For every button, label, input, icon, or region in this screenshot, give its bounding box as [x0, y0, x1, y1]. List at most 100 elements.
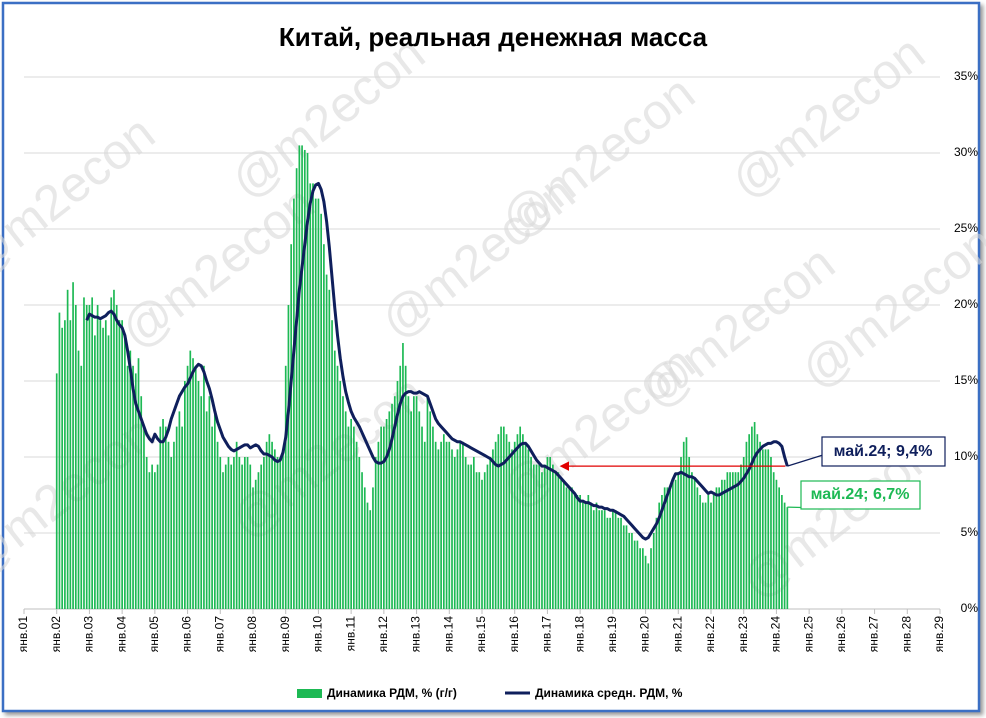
bar: [423, 441, 426, 609]
bar: [298, 145, 301, 609]
bar: [74, 305, 77, 609]
bar: [429, 411, 432, 609]
bar: [252, 487, 254, 609]
bar: [355, 441, 358, 609]
bar: [372, 487, 374, 609]
callout-label: май.24; 9,4%: [834, 443, 933, 460]
bar: [756, 434, 759, 609]
bar: [353, 426, 355, 609]
bar: [775, 479, 778, 609]
bar: [342, 396, 344, 609]
bar: [284, 365, 287, 609]
bar: [478, 472, 481, 609]
bar: [710, 502, 712, 609]
bar: [363, 487, 366, 609]
bar: [552, 464, 554, 609]
bar: [606, 517, 609, 609]
bar: [781, 495, 783, 609]
bar: [159, 426, 162, 609]
bar: [530, 457, 532, 609]
callout-line: [787, 454, 824, 467]
bar: [104, 320, 107, 609]
bar: [241, 464, 243, 609]
bar: [301, 145, 303, 609]
bar: [132, 365, 134, 609]
bar: [200, 396, 203, 609]
bar: [655, 517, 658, 609]
bar: [178, 411, 181, 609]
bar: [729, 472, 731, 609]
bar: [254, 479, 257, 609]
bar: [513, 441, 516, 609]
bar: [282, 449, 284, 609]
bar: [601, 510, 603, 609]
bar: [306, 153, 309, 609]
y-tick-label: 20%: [954, 297, 978, 311]
bar: [470, 464, 472, 609]
bar: [328, 289, 331, 609]
bar: [415, 396, 418, 609]
bar: [723, 479, 726, 609]
bar: [432, 426, 434, 609]
bar: [219, 457, 222, 609]
bar: [745, 441, 748, 609]
bar: [162, 419, 164, 609]
bar: [440, 441, 442, 609]
bar: [124, 335, 126, 609]
bar: [628, 533, 631, 609]
bar: [110, 297, 113, 609]
x-tick-label: янв.01: [16, 616, 30, 653]
x-tick-label: янв.03: [82, 616, 96, 653]
bar: [126, 365, 129, 609]
y-tick-label: 15%: [954, 373, 978, 387]
bar: [691, 472, 693, 609]
bar: [549, 457, 551, 609]
bar: [742, 457, 745, 609]
bar: [546, 457, 549, 609]
bar: [290, 244, 293, 609]
x-tick-label: янв.19: [605, 616, 619, 653]
bar: [522, 434, 524, 609]
bar: [562, 479, 565, 609]
bar: [137, 358, 140, 609]
bar: [361, 472, 363, 609]
bar: [576, 495, 579, 609]
bar: [767, 449, 770, 609]
x-tick-label: янв.14: [441, 616, 455, 653]
bar: [287, 305, 290, 609]
x-tick-label: янв.26: [834, 616, 848, 653]
bar: [590, 502, 592, 609]
bar: [156, 464, 159, 609]
x-tick-label: янв.22: [703, 616, 717, 653]
bar: [211, 426, 213, 609]
line: [85, 181, 789, 541]
bar: [303, 149, 306, 609]
bar: [55, 373, 58, 609]
x-tick-label: янв.11: [343, 616, 357, 652]
bar: [699, 495, 701, 609]
bar: [682, 441, 685, 609]
y-tick-label: 25%: [954, 221, 978, 235]
bar: [339, 381, 342, 609]
bar: [77, 350, 80, 609]
bar: [451, 449, 453, 609]
bar: [770, 457, 772, 609]
bar: [85, 305, 88, 609]
bar: [639, 548, 641, 609]
bar: [421, 426, 423, 609]
chart-title: Китай, реальная денежная масса: [279, 22, 708, 52]
bar: [96, 305, 99, 609]
x-tick-label: янв.16: [507, 616, 521, 653]
bar: [115, 305, 118, 609]
legend-label: Динамика средн. РДМ, %: [535, 686, 683, 700]
bar: [418, 411, 421, 609]
bar: [437, 449, 440, 609]
bar: [642, 548, 644, 609]
bar: [197, 381, 200, 609]
bar: [224, 464, 227, 609]
bar: [184, 381, 186, 609]
bar: [164, 426, 167, 609]
bar: [442, 434, 445, 609]
x-tick-label: янв.07: [212, 616, 226, 653]
bar: [538, 464, 541, 609]
